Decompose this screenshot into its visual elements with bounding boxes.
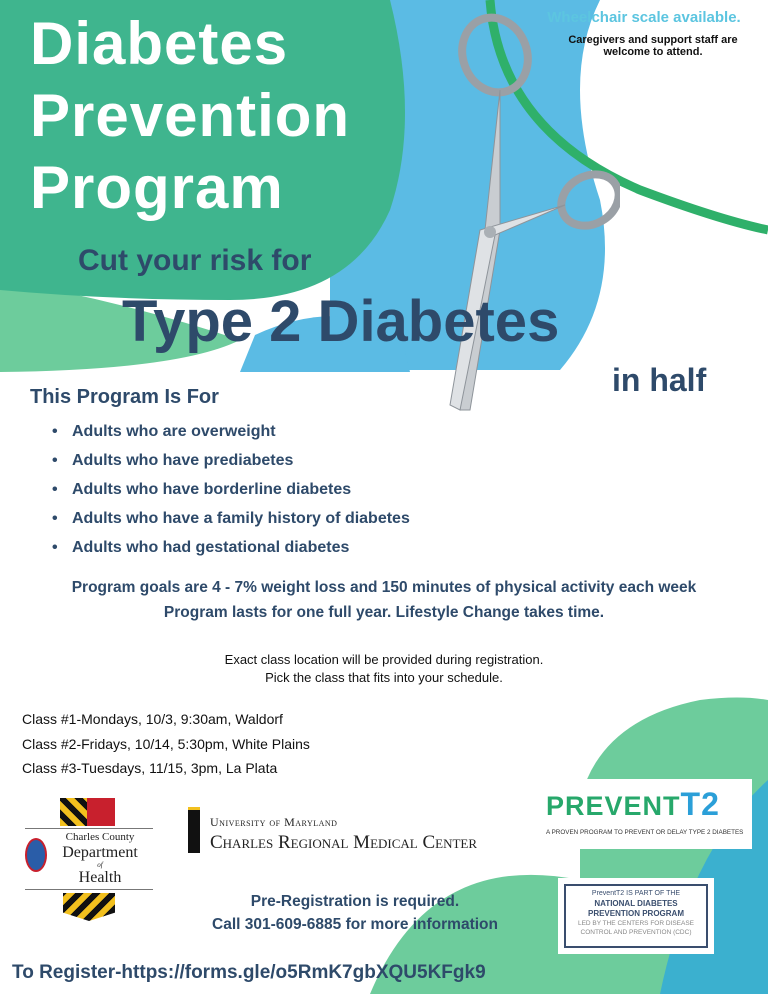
scissors-icon — [449, 13, 620, 411]
class-item: Class #1-Mondays, 10/3, 9:30am, Waldorf — [22, 711, 283, 727]
list-item: • Adults who have borderline diabetes — [52, 481, 352, 498]
wheelchair-note: Wheelchair scale available. — [547, 9, 741, 26]
prevent-t2-logo: PREVENTT2 A PROVEN PROGRAM TO PREVENT OR… — [538, 779, 752, 849]
headline-line1: Cut your risk for — [78, 244, 312, 277]
program-title: Diabetes Prevention Program — [30, 8, 350, 224]
list-item: • Adults who had gestational diabetes — [52, 539, 350, 556]
title-line: Diabetes — [30, 10, 289, 77]
list-item: • Adults who are overweight — [52, 423, 276, 440]
list-item: • Adults who have a family history of dia… — [52, 510, 410, 527]
list-item: • Adults who have prediabetes — [52, 452, 294, 469]
class-schedule: Class #1-Mondays, 10/3, 9:30am, Waldorf … — [22, 707, 310, 781]
audience-list: • Adults who are overweight • Adults who h… — [52, 420, 410, 565]
class-item: Class #3-Tuesdays, 11/15, 3pm, La Plata — [22, 760, 278, 776]
ndpp-badge: PreventT2 IS PART OF THE NATIONAL DIABET… — [558, 878, 714, 954]
caregivers-note: Caregivers and support staff are welcome… — [568, 34, 738, 58]
headline-line2: Type 2 Diabetes — [122, 289, 560, 354]
class-item: Class #2-Fridays, 10/14, 5:30pm, White P… — [22, 735, 310, 752]
title-line: Prevention — [30, 82, 351, 149]
headline-line3: in half — [612, 362, 707, 398]
program-goals: Program goals are 4 - 7% weight loss and… — [71, 579, 697, 621]
registration-info: Pre-Registration is required. Call 301-6… — [212, 893, 498, 933]
umd-charles-regional-logo: University of Maryland Charles Regional … — [188, 805, 508, 857]
title-line: Program — [30, 154, 284, 221]
register-link[interactable]: To Register-https://forms.gle/o5RmK7gbXQ… — [12, 962, 486, 983]
location-note: Exact class location will be provided du… — [224, 652, 544, 685]
health-department-logo: Charles County Department of Health — [25, 798, 153, 924]
audience-heading: This Program Is For — [30, 386, 219, 408]
